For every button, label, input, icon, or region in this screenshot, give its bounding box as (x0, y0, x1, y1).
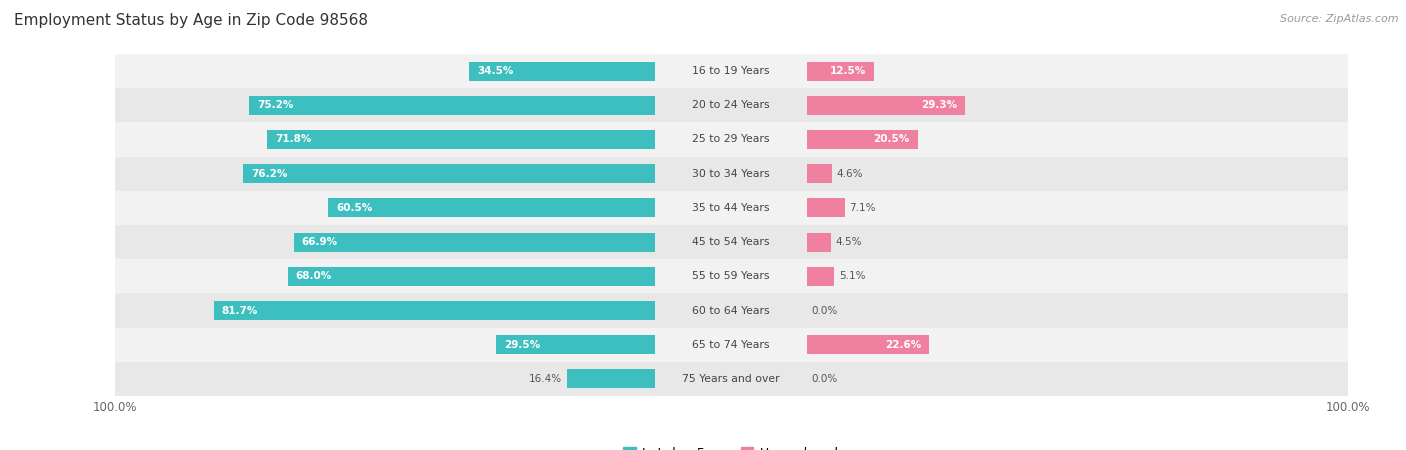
Bar (115, 293, 1347, 328)
Bar (807, 62, 875, 81)
Bar (115, 328, 1347, 362)
Text: 5.1%: 5.1% (839, 271, 865, 281)
Text: 75 Years and over: 75 Years and over (682, 374, 780, 384)
Text: 25 to 29 Years: 25 to 29 Years (692, 135, 770, 144)
Bar (115, 88, 1347, 122)
Text: 71.8%: 71.8% (276, 135, 312, 144)
Bar (807, 198, 845, 217)
Bar (294, 233, 655, 252)
Text: 81.7%: 81.7% (222, 306, 259, 315)
Bar (288, 267, 655, 286)
Bar (115, 259, 1347, 293)
Bar (807, 164, 832, 183)
Text: 0.0%: 0.0% (811, 306, 838, 315)
Text: 0.0%: 0.0% (811, 374, 838, 384)
Legend: In Labor Force, Unemployed: In Labor Force, Unemployed (619, 442, 844, 450)
Text: Employment Status by Age in Zip Code 98568: Employment Status by Age in Zip Code 985… (14, 14, 368, 28)
Bar (115, 362, 1347, 396)
Bar (115, 157, 1347, 191)
Bar (807, 335, 929, 354)
Bar (807, 130, 918, 149)
Text: 34.5%: 34.5% (477, 66, 513, 76)
Bar (496, 335, 655, 354)
Text: 4.5%: 4.5% (835, 237, 862, 247)
Bar (328, 198, 655, 217)
Text: 68.0%: 68.0% (295, 271, 332, 281)
Bar (267, 130, 655, 149)
Bar (214, 301, 655, 320)
Text: 55 to 59 Years: 55 to 59 Years (692, 271, 770, 281)
Text: 60.5%: 60.5% (336, 203, 373, 213)
Text: 35 to 44 Years: 35 to 44 Years (692, 203, 770, 213)
Text: 45 to 54 Years: 45 to 54 Years (692, 237, 770, 247)
Bar (243, 164, 655, 183)
Text: 20.5%: 20.5% (873, 135, 910, 144)
Text: 7.1%: 7.1% (849, 203, 876, 213)
Bar (115, 225, 1347, 259)
Text: 12.5%: 12.5% (830, 66, 866, 76)
Text: 65 to 74 Years: 65 to 74 Years (692, 340, 770, 350)
Text: 29.5%: 29.5% (503, 340, 540, 350)
Bar (115, 191, 1347, 225)
Text: 75.2%: 75.2% (257, 100, 294, 110)
Text: 29.3%: 29.3% (921, 100, 957, 110)
Text: Source: ZipAtlas.com: Source: ZipAtlas.com (1281, 14, 1399, 23)
Bar (249, 96, 655, 115)
Text: 16 to 19 Years: 16 to 19 Years (692, 66, 770, 76)
Bar (115, 122, 1347, 157)
Text: 76.2%: 76.2% (252, 169, 288, 179)
Text: 22.6%: 22.6% (884, 340, 921, 350)
Bar (807, 96, 966, 115)
Text: 4.6%: 4.6% (837, 169, 862, 179)
Text: 16.4%: 16.4% (529, 374, 562, 384)
Text: 20 to 24 Years: 20 to 24 Years (692, 100, 770, 110)
Bar (468, 62, 655, 81)
Bar (115, 54, 1347, 88)
Bar (807, 267, 834, 286)
Text: 60 to 64 Years: 60 to 64 Years (692, 306, 770, 315)
Text: 30 to 34 Years: 30 to 34 Years (692, 169, 770, 179)
Text: 66.9%: 66.9% (302, 237, 337, 247)
Bar (807, 233, 831, 252)
Bar (567, 369, 655, 388)
